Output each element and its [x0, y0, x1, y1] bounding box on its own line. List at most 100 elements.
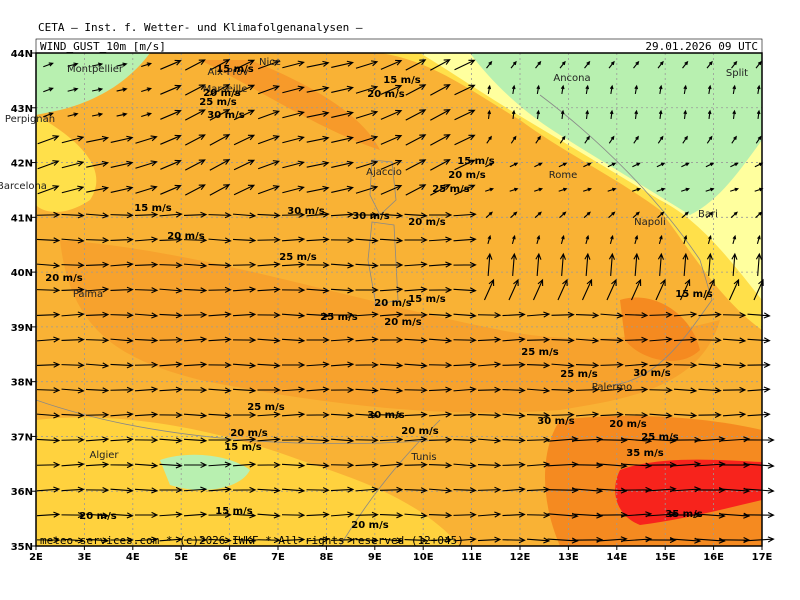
wind-arrow — [682, 252, 689, 277]
wind-arrow — [134, 462, 159, 469]
wind-arrow — [428, 312, 453, 319]
contour-label: 25 m/s — [432, 184, 469, 195]
wind-arrow — [477, 437, 502, 444]
wind-arrow — [37, 160, 60, 170]
wind-arrow — [43, 62, 54, 68]
wind-arrow — [477, 412, 502, 419]
contour-label: 20 m/s — [45, 273, 82, 284]
wind-arrow — [430, 109, 451, 121]
wind-arrow — [571, 536, 604, 543]
wind-arrow — [756, 234, 761, 244]
wind-arrow — [208, 286, 232, 293]
wind-arrow — [510, 60, 517, 69]
wind-arrow — [485, 187, 495, 192]
wind-arrow — [732, 84, 737, 95]
lat-label: 38N — [11, 378, 33, 389]
city-label: Algier — [89, 450, 119, 461]
wind-arrow — [91, 87, 104, 92]
wind-arrow — [536, 109, 541, 120]
wind-arrow — [306, 60, 330, 68]
wind-arrow — [486, 60, 493, 69]
wind-arrow — [535, 60, 542, 69]
wind-arrow — [208, 461, 232, 468]
wind-arrow — [61, 387, 85, 394]
wind-arrow — [634, 109, 639, 120]
coastline — [36, 94, 713, 546]
wind-arrow — [607, 162, 617, 168]
wind-arrow — [159, 386, 183, 393]
wind-arrow — [306, 211, 330, 218]
wind-arrow — [536, 84, 541, 95]
contour-label: 20 m/s — [203, 88, 240, 99]
wind-arrow — [649, 336, 673, 343]
wind-arrow — [183, 237, 208, 244]
header: CETA — Inst. f. Wetter- und Klimafolgena… — [38, 21, 363, 34]
wind-arrow — [116, 62, 128, 67]
wind-arrow — [281, 261, 306, 268]
wind-arrow — [649, 387, 673, 394]
wind-arrow — [85, 261, 110, 268]
wind-arrow — [534, 211, 542, 219]
wind-arrow — [558, 162, 568, 168]
wind-arrow — [430, 159, 451, 171]
wind-arrow — [257, 537, 281, 544]
wind-arrow — [706, 60, 713, 69]
wind-arrow — [585, 84, 590, 95]
wind-arrow — [694, 461, 726, 468]
contour-label: 35 m/s — [665, 509, 702, 520]
wind-arrow — [85, 487, 110, 494]
contour-label: 30 m/s — [367, 410, 404, 421]
wind-arrow — [380, 184, 403, 195]
contour-label: 20 m/s — [230, 428, 267, 439]
wind-arrow — [331, 160, 354, 168]
wind-arrow — [673, 311, 698, 318]
wind-arrow — [657, 211, 665, 219]
wind-arrow — [486, 252, 493, 277]
city-label: Bari — [698, 209, 718, 220]
wind-arrow — [61, 286, 85, 293]
contour-label: 25 m/s — [199, 97, 236, 108]
wind-arrow — [330, 262, 355, 269]
field-red — [615, 459, 762, 525]
field-orange-e — [620, 297, 700, 361]
wind-arrow — [511, 84, 516, 95]
wind-arrow — [535, 135, 541, 144]
wind-arrow — [698, 311, 722, 318]
lat-label: 41N — [11, 213, 33, 224]
wind-arrow — [634, 234, 639, 244]
wind-arrow — [632, 187, 642, 192]
wind-arrow — [428, 512, 453, 519]
contour-label: 35 m/s — [626, 448, 663, 459]
wind-arrow — [232, 261, 257, 268]
lon-label: 9E — [368, 552, 382, 563]
wind-arrow — [232, 512, 257, 519]
contour-label: 30 m/s — [352, 211, 389, 222]
wind-arrow — [61, 237, 85, 244]
wind-arrow — [706, 211, 714, 219]
wind-arrow — [453, 487, 477, 494]
wind-arrow — [110, 436, 134, 443]
wind-arrow — [477, 312, 502, 319]
contour-label: 25 m/s — [279, 252, 316, 263]
wind-arrow — [208, 212, 232, 219]
wind-arrow — [281, 512, 306, 519]
contour-label: 20 m/s — [167, 231, 204, 242]
lon-label: 17E — [752, 552, 773, 563]
wind-arrow — [37, 135, 60, 145]
contour-label: 20 m/s — [351, 520, 388, 531]
wind-arrow — [282, 160, 305, 169]
wind-arrow — [36, 237, 61, 244]
field-orange-c — [60, 240, 720, 413]
wind-arrow — [184, 84, 206, 96]
wind-arrow — [159, 437, 183, 444]
wind-arrow — [511, 109, 516, 120]
footer: meteo-services.com * (c)2026 IWKF * All … — [40, 534, 464, 547]
wind-arrow — [584, 60, 591, 69]
wind-arrow — [257, 261, 281, 268]
wind-arrow — [502, 461, 526, 468]
wind-arrow — [110, 337, 134, 344]
wind-arrow — [355, 461, 379, 468]
wind-arrow — [134, 261, 159, 268]
